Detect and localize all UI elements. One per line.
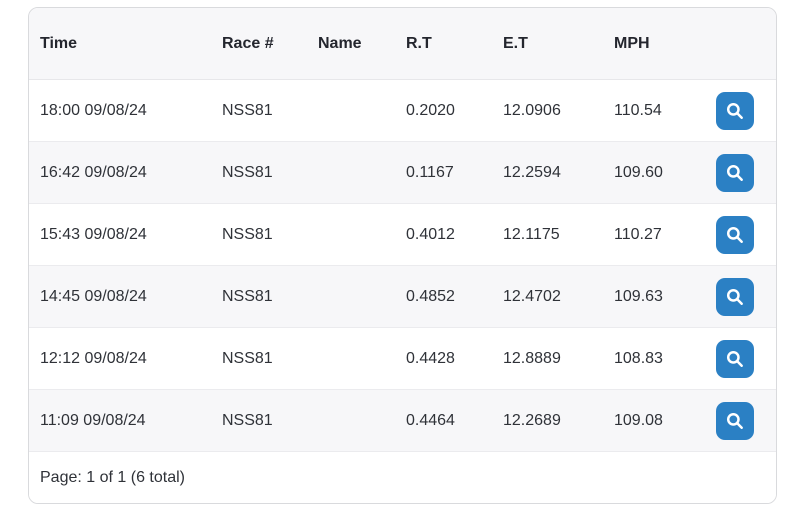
cell-action (683, 153, 776, 192)
cell-mph: 110.54 (614, 101, 662, 119)
cell-mph: 109.63 (614, 287, 663, 305)
row-detail-lookup-button[interactable] (716, 153, 754, 192)
cell-race-number: NSS81 (222, 411, 273, 429)
cell-mph: 109.08 (614, 411, 663, 429)
magnifier-icon (724, 348, 746, 370)
row-detail-lookup-button[interactable] (716, 339, 754, 378)
cell-race-number: NSS81 (222, 349, 273, 367)
column-header-name: Name (318, 34, 362, 52)
cell-action (683, 339, 776, 378)
cell-elapsed-time: 12.1175 (503, 225, 560, 243)
table-row: 18:00 09/08/24 NSS81 0.2020 12.0906 110.… (29, 80, 776, 142)
table-row: 14:45 09/08/24 NSS81 0.4852 12.4702 109.… (29, 266, 776, 328)
cell-reaction-time: 0.2020 (406, 101, 455, 119)
page-status: Page: 1 of 1 (6 total) (40, 468, 185, 486)
column-header-mph: MPH (614, 34, 650, 52)
column-header-et: E.T (503, 34, 528, 52)
row-detail-lookup-button[interactable] (716, 277, 754, 316)
cell-time: 12:12 09/08/24 (40, 349, 147, 367)
table-header-row: Time Race # Name R.T E.T MPH (29, 8, 776, 80)
cell-elapsed-time: 12.0906 (503, 101, 561, 119)
cell-action (683, 91, 776, 130)
magnifier-icon (724, 410, 746, 432)
row-detail-lookup-button[interactable] (716, 215, 754, 254)
cell-reaction-time: 0.1167 (406, 163, 454, 181)
magnifier-icon (724, 224, 746, 246)
cell-action (683, 277, 776, 316)
cell-reaction-time: 0.4852 (406, 287, 455, 305)
cell-action (683, 401, 776, 440)
cell-race-number: NSS81 (222, 287, 273, 305)
cell-race-number: NSS81 (222, 163, 273, 181)
magnifier-icon (724, 286, 746, 308)
cell-race-number: NSS81 (222, 101, 273, 119)
table-body: 18:00 09/08/24 NSS81 0.2020 12.0906 110.… (29, 80, 776, 452)
cell-mph: 109.60 (614, 163, 663, 181)
results-table-card: Time Race # Name R.T E.T MPH 18:00 09/08… (28, 7, 777, 504)
table-row: 15:43 09/08/24 NSS81 0.4012 12.1175 110.… (29, 204, 776, 266)
cell-elapsed-time: 12.8889 (503, 349, 561, 367)
cell-reaction-time: 0.4464 (406, 411, 455, 429)
column-header-time: Time (40, 34, 78, 52)
magnifier-icon (724, 100, 746, 122)
table-footer: Page: 1 of 1 (6 total) (29, 452, 776, 503)
cell-elapsed-time: 12.2689 (503, 411, 561, 429)
cell-elapsed-time: 12.4702 (503, 287, 561, 305)
cell-reaction-time: 0.4428 (406, 349, 455, 367)
magnifier-icon (724, 162, 746, 184)
table-row: 16:42 09/08/24 NSS81 0.1167 12.2594 109.… (29, 142, 776, 204)
cell-mph: 108.83 (614, 349, 663, 367)
column-header-rt: R.T (406, 34, 432, 52)
cell-time: 14:45 09/08/24 (40, 287, 147, 305)
cell-time: 11:09 09/08/24 (40, 411, 146, 429)
cell-mph: 110.27 (614, 225, 662, 243)
cell-time: 16:42 09/08/24 (40, 163, 147, 181)
cell-race-number: NSS81 (222, 225, 273, 243)
cell-time: 15:43 09/08/24 (40, 225, 147, 243)
row-detail-lookup-button[interactable] (716, 401, 754, 440)
cell-action (683, 215, 776, 254)
table-row: 12:12 09/08/24 NSS81 0.4428 12.8889 108.… (29, 328, 776, 390)
cell-time: 18:00 09/08/24 (40, 101, 147, 119)
row-detail-lookup-button[interactable] (716, 91, 754, 130)
cell-elapsed-time: 12.2594 (503, 163, 561, 181)
cell-reaction-time: 0.4012 (406, 225, 455, 243)
table-row: 11:09 09/08/24 NSS81 0.4464 12.2689 109.… (29, 390, 776, 452)
column-header-race: Race # (222, 34, 274, 52)
